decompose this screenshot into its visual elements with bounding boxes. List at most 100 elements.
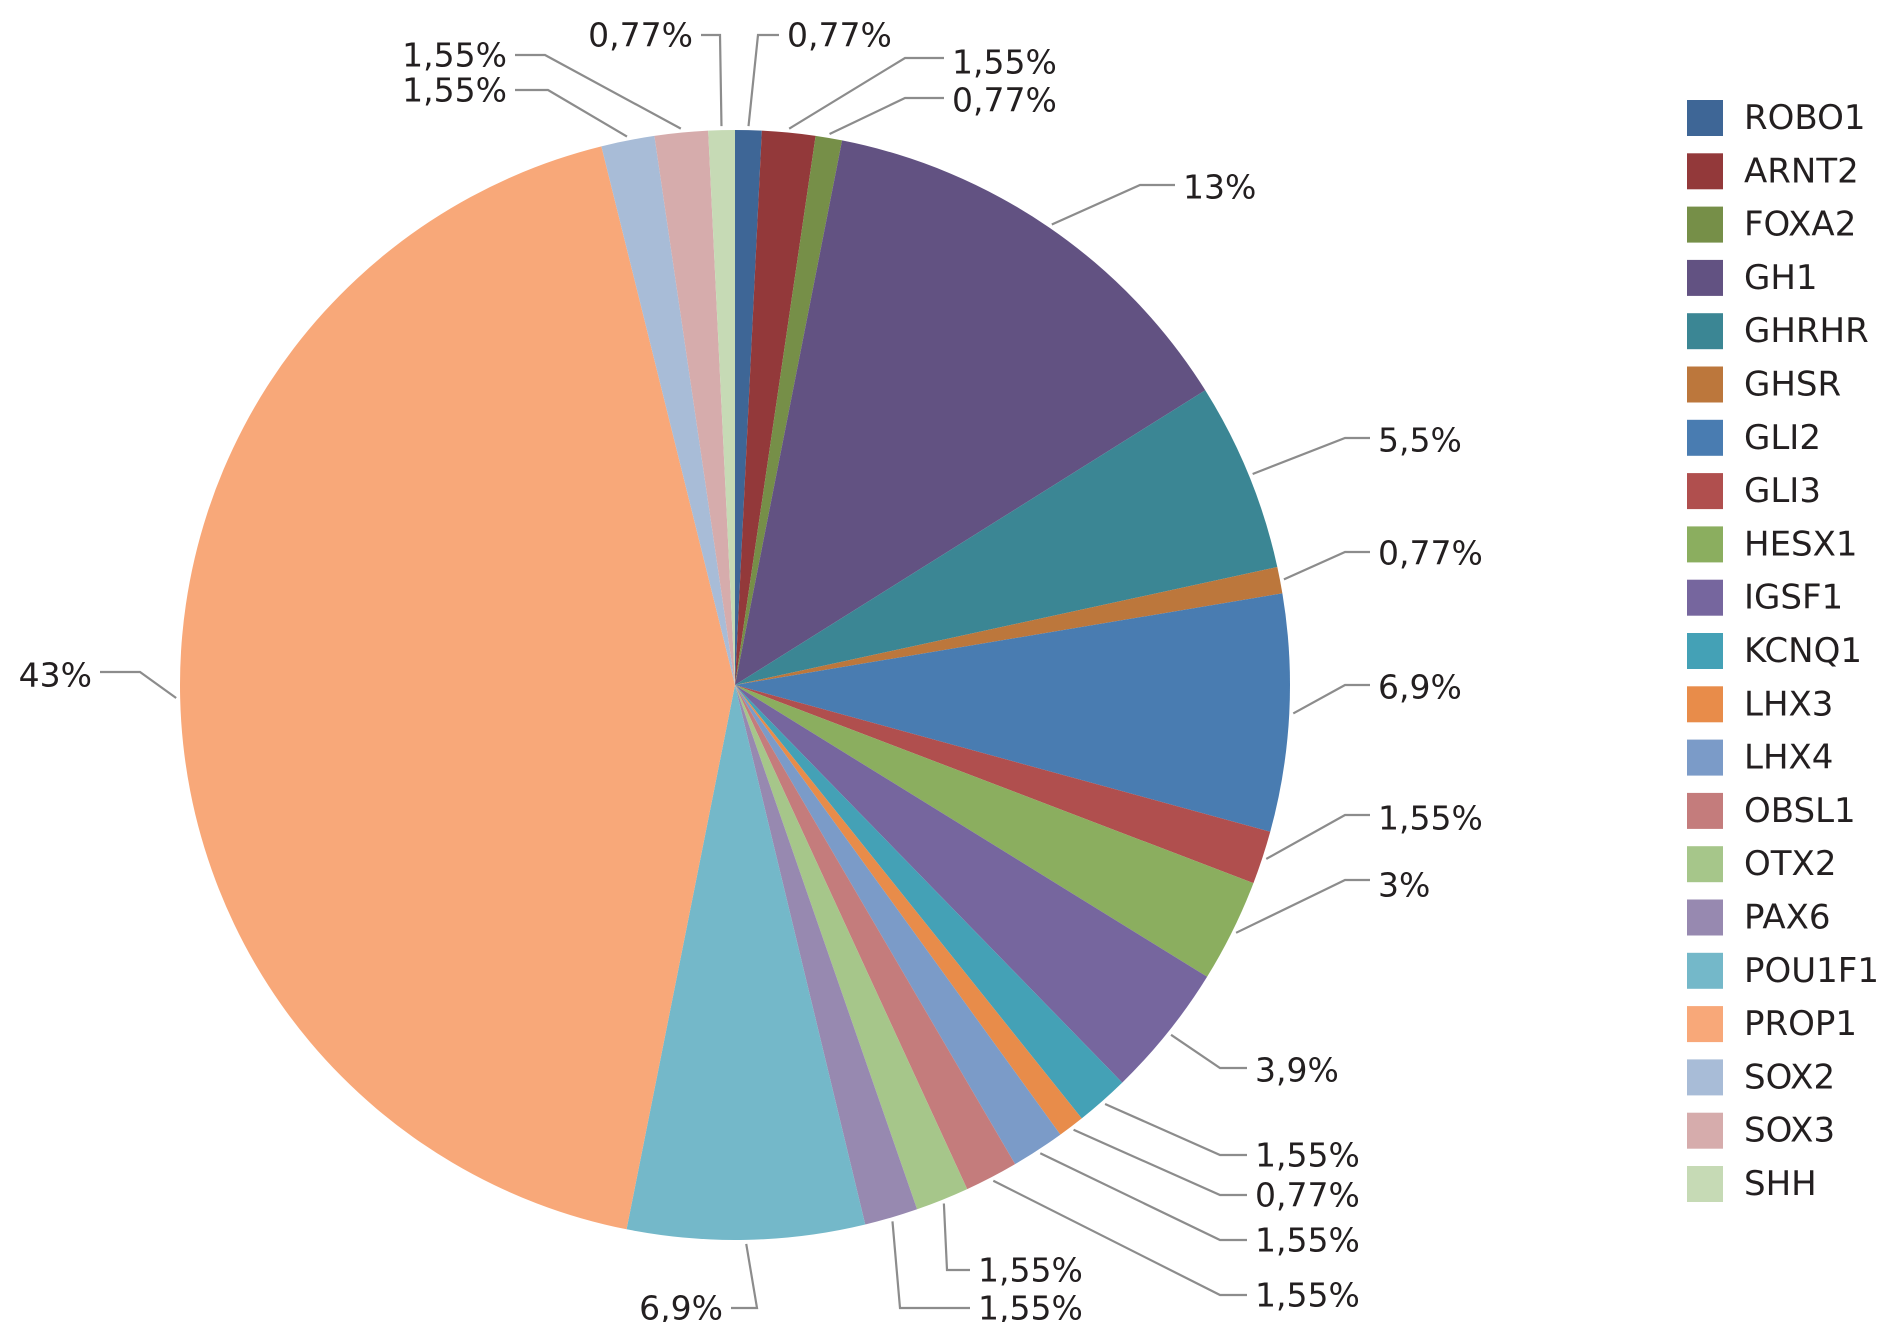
leader-line-ghrhr (1252, 436, 1370, 476)
pie-slices (179, 130, 1291, 1240)
percent-label-pou1f1: 6,9% (639, 1289, 723, 1322)
pie-slice-prop1 (179, 146, 735, 1230)
legend-swatch-arnt2 (1687, 153, 1723, 190)
legend-label-lhx4: LHX4 (1744, 738, 1833, 778)
pie-slice-lhx3 (735, 685, 1082, 1135)
pie-slice-arnt2 (735, 130, 816, 685)
percent-label-hesx1: 3% (1378, 866, 1430, 905)
percent-label-lhx3: 0,77% (1255, 1176, 1360, 1215)
leader-line-sox2 (515, 88, 628, 138)
leader-line-gh1 (1051, 183, 1175, 226)
legend-swatch-lhx3 (1687, 686, 1723, 723)
legend-label-ghsr: GHSR (1744, 365, 1841, 405)
percent-label-sox3: 1,55% (402, 36, 507, 75)
pie-slice-gli2 (735, 593, 1291, 832)
legend-swatch-ghsr (1687, 366, 1723, 403)
percent-label-gli2: 6,9% (1378, 668, 1462, 707)
legend-label-sox3: SOX3 (1744, 1111, 1835, 1151)
pie-slice-kcnq1 (735, 685, 1123, 1119)
legend-label-sox2: SOX2 (1744, 1057, 1835, 1097)
leader-lines (100, 33, 1370, 1310)
leader-line-pax6 (891, 1221, 970, 1310)
pie-slice-hesx1 (735, 685, 1254, 977)
percent-label-robo1: 0,77% (787, 16, 892, 55)
pie-slice-robo1 (735, 130, 762, 685)
percent-label-obsl1: 1,55% (1255, 1276, 1360, 1315)
legend-label-pou1f1: POU1F1 (1744, 951, 1879, 991)
pie-slice-igsf1 (735, 685, 1208, 1083)
percent-label-gh1: 13% (1183, 168, 1256, 207)
pie-slice-pou1f1 (626, 685, 866, 1240)
percent-label-kcnq1: 1,55% (1255, 1136, 1360, 1175)
pie-slice-otx2 (735, 685, 968, 1210)
leader-line-gli3 (1265, 813, 1370, 860)
legend-label-kcnq1: KCNQ1 (1744, 631, 1862, 671)
legend-label-obsl1: OBSL1 (1744, 791, 1856, 831)
legend-swatch-sox2 (1687, 1059, 1723, 1096)
pie-slice-ghrhr (735, 390, 1278, 685)
legend-label-robo1: ROBO1 (1744, 98, 1866, 138)
percent-label-pax6: 1,55% (978, 1289, 1083, 1322)
legend-label-lhx3: LHX3 (1744, 684, 1833, 724)
leader-line-igsf1 (1170, 1033, 1247, 1070)
legend-swatch-otx2 (1687, 846, 1723, 883)
pie-slice-foxa2 (735, 135, 843, 686)
legend-label-igsf1: IGSF1 (1744, 578, 1843, 618)
legend-swatch-gh1 (1687, 259, 1723, 296)
legend-swatch-lhx4 (1687, 739, 1723, 776)
percent-label-foxa2: 0,77% (952, 81, 1057, 120)
leader-line-kcnq1 (1104, 1102, 1247, 1157)
leader-line-gli2 (1292, 683, 1370, 715)
leader-line-otx2 (942, 1203, 970, 1272)
legend-label-pax6: PAX6 (1744, 898, 1831, 938)
leader-line-foxa2 (829, 96, 944, 136)
percent-label-ghsr: 0,77% (1378, 534, 1483, 573)
legend-swatch-prop1 (1687, 1006, 1723, 1043)
leader-line-pou1f1 (731, 1243, 759, 1310)
legend-label-gli3: GLI3 (1744, 471, 1821, 511)
leader-line-lhx3 (1073, 1128, 1247, 1197)
pie-slice-sox2 (601, 135, 735, 686)
pie-slice-ghsr (735, 566, 1283, 685)
leader-line-sox3 (515, 53, 682, 130)
legend-swatch-sox3 (1687, 1112, 1723, 1149)
leader-line-hesx1 (1235, 878, 1370, 934)
legend-label-ghrhr: GHRHR (1744, 311, 1869, 351)
legend-label-foxa2: FOXA2 (1744, 205, 1856, 245)
legend-swatch-ghrhr (1687, 313, 1723, 350)
legend-swatch-gli2 (1687, 419, 1723, 456)
legend-label-prop1: PROP1 (1744, 1004, 1857, 1044)
pie-slice-shh (708, 130, 735, 685)
pie-slice-obsl1 (735, 685, 1016, 1190)
legend-label-shh: SHH (1744, 1164, 1817, 1204)
percent-label-ghrhr: 5,5% (1378, 421, 1462, 460)
percent-label-shh: 0,77% (588, 16, 693, 55)
pie-slice-lhx4 (735, 685, 1061, 1165)
legend-swatch-hesx1 (1687, 526, 1723, 563)
leader-line-prop1 (100, 670, 177, 699)
percent-label-igsf1: 3,9% (1255, 1051, 1339, 1090)
leader-line-lhx4 (1039, 1152, 1247, 1242)
legend-label-gli2: GLI2 (1744, 418, 1821, 458)
percent-label-prop1: 43% (19, 656, 92, 695)
legend-label-gh1: GH1 (1744, 258, 1818, 298)
leader-line-ghsr (1283, 550, 1370, 581)
percent-label-otx2: 1,55% (978, 1251, 1083, 1290)
legend-swatch-pax6 (1687, 899, 1723, 936)
percent-labels: 0,77%1,55%0,77%13%5,5%0,77%6,9%1,55%3%3,… (19, 16, 1483, 1322)
pie-slice-gh1 (735, 140, 1206, 686)
legend-swatch-shh (1687, 1166, 1723, 1202)
legend-swatch-igsf1 (1687, 579, 1723, 616)
leader-line-arnt2 (788, 56, 944, 130)
legend-swatch-kcnq1 (1687, 633, 1723, 669)
legend: ROBO1 ARNT2 FOXA2 GH1 GHRHR GHSR GLI2 GLI3 HESX1… (1687, 98, 1879, 1204)
legend-swatch-pou1f1 (1687, 952, 1723, 989)
legend-label-otx2: OTX2 (1744, 844, 1836, 884)
leader-line-shh (701, 33, 723, 127)
pie-slice-sox3 (654, 130, 735, 685)
pie-slice-pax6 (735, 685, 918, 1225)
legend-label-hesx1: HESX1 (1744, 524, 1858, 564)
leader-line-obsl1 (992, 1179, 1247, 1297)
leader-line-robo1 (747, 33, 779, 127)
legend-swatch-obsl1 (1687, 792, 1723, 829)
